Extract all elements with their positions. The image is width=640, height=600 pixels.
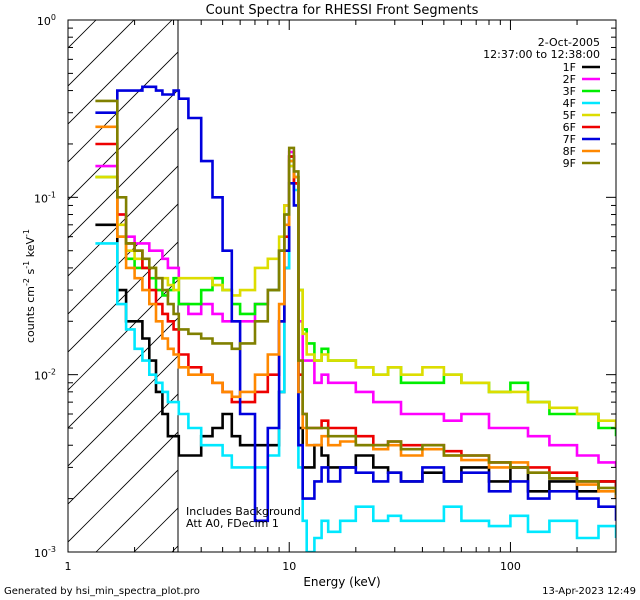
chart-title: Count Spectra for RHESSI Front Segments	[206, 3, 479, 18]
y-tick-label: 10-1	[34, 190, 56, 205]
footer-timestamp: 13-Apr-2023 12:49	[542, 586, 636, 597]
y-tick-label: 10-3	[34, 545, 56, 560]
series-3f-line	[95, 159, 616, 437]
series-2f-line	[95, 150, 616, 468]
legend-label-3f: 3F	[563, 85, 576, 98]
x-tick-label: 100	[500, 560, 521, 573]
series-6f-line	[95, 142, 616, 492]
x-axis-label: Energy (keV)	[303, 575, 380, 589]
date-label: 2-Oct-2005	[538, 36, 600, 49]
legend-label-2f: 2F	[563, 73, 576, 86]
x-tick-label: 1	[65, 560, 72, 573]
legend-label-4f: 4F	[563, 97, 576, 110]
series-8f-line	[95, 125, 616, 499]
annotation-background: Includes Background	[186, 505, 301, 518]
x-tick-label: 10	[282, 560, 296, 573]
legend-label-8f: 8F	[563, 145, 576, 158]
legend-label-5f: 5F	[563, 109, 576, 122]
legend-label-6f: 6F	[563, 121, 576, 134]
legend-label-1f: 1F	[563, 61, 576, 74]
legend-label-9f: 9F	[563, 157, 576, 170]
series-7f-line	[95, 85, 616, 523]
y-axis-label: counts cm-2 s-1 keV-1	[22, 229, 37, 343]
y-tick-label: 10-2	[34, 368, 56, 383]
series-9f-line	[95, 99, 616, 495]
background-hatched-region	[68, 20, 178, 552]
time-range-label: 12:37:00 to 12:38:00	[483, 48, 600, 61]
series-4f-line	[95, 164, 616, 552]
footer-generator: Generated by hsi_min_spectra_plot.pro	[4, 586, 200, 597]
y-tick-label: 100	[37, 13, 56, 28]
legend-label-7f: 7F	[563, 133, 576, 146]
annotation-attenuator: Att A0, FDecim 1	[186, 517, 279, 530]
plot-frame	[67, 19, 617, 553]
